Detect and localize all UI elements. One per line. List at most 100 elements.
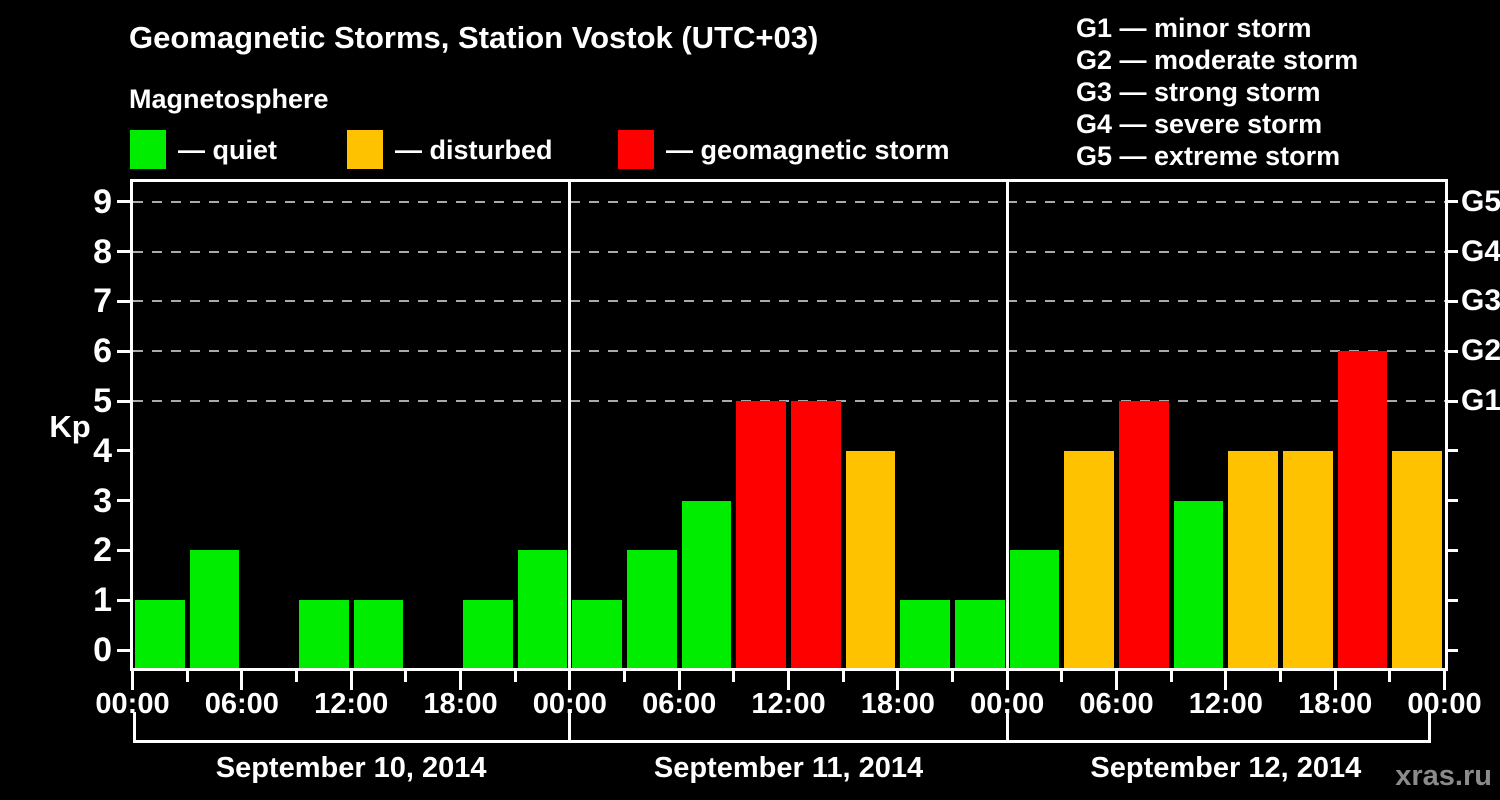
time-tick-label: 12:00: [751, 688, 826, 720]
disturbed-color-swatch: [347, 130, 383, 169]
y-tick-label: 7: [93, 282, 112, 321]
y-axis-tick: [117, 449, 132, 453]
date-bracket: [134, 740, 1430, 743]
legend-heading: Magnetosphere: [129, 84, 329, 114]
right-axis-tick: [1444, 449, 1458, 453]
y-tick-label: 9: [93, 182, 112, 221]
kp-bar: [1173, 500, 1224, 668]
kp-bar: [1064, 450, 1114, 668]
right-axis-tick: [1444, 299, 1458, 303]
right-axis-tick: [1444, 200, 1458, 204]
x-axis-minor-tick: [185, 671, 189, 682]
x-axis-major-tick: [240, 671, 244, 690]
y-tick-label: 4: [93, 431, 112, 470]
x-axis-major-tick: [1443, 671, 1446, 690]
y-axis-tick: [117, 598, 132, 602]
y-axis-tick: [117, 648, 132, 652]
kp-bar: [463, 600, 513, 668]
x-axis-major-tick: [131, 671, 134, 690]
x-axis-minor-tick: [841, 671, 845, 682]
x-axis-major-tick: [1333, 671, 1337, 690]
g-scale-legend: G1 — minor storm G2 — moderate storm G3 …: [1076, 12, 1358, 172]
x-axis-minor-tick: [1060, 671, 1064, 682]
kp-bar: [955, 600, 1005, 668]
right-axis-tick: [1444, 349, 1458, 353]
y-axis-tick: [117, 299, 132, 303]
time-tick-label: 12:00: [1188, 688, 1263, 720]
gridline-kp-9: [132, 200, 1445, 203]
x-axis-major-tick: [1115, 671, 1118, 690]
kp-bar: [1283, 450, 1333, 668]
quiet-legend-label: — quiet: [178, 135, 277, 165]
g-scale-legend-line: G5 — extreme storm: [1076, 141, 1341, 171]
kp-bar: [736, 401, 786, 668]
y-axis-tick: [117, 399, 132, 403]
day-divider: [1005, 182, 1009, 668]
chart-title: Geomagnetic Storms, Station Vostok (UTC+…: [129, 20, 819, 55]
y-axis-tick: [117, 499, 132, 503]
x-axis-major-tick: [677, 671, 681, 690]
x-axis-minor-tick: [951, 671, 954, 682]
kp-bar: [1009, 550, 1060, 668]
date-bracket-tick: [1005, 712, 1009, 743]
date-bracket-tick: [132, 712, 136, 743]
g-level-label: G5: [1461, 184, 1500, 218]
y-axis-tick: [117, 250, 132, 254]
y-tick-label: 0: [93, 631, 112, 669]
time-tick-label: 18:00: [860, 688, 935, 720]
right-axis-tick: [1444, 598, 1458, 602]
kp-bar: [353, 600, 404, 668]
kp-bar: [1228, 450, 1278, 668]
y-axis-label-kp: Kp: [49, 409, 91, 444]
gridline-kp-8: [132, 250, 1445, 253]
date-label: September 10, 2014: [215, 752, 487, 784]
date-label: September 12, 2014: [1090, 752, 1362, 784]
plot-border: [129, 179, 1448, 671]
x-axis-major-tick: [896, 671, 900, 690]
x-axis-major-tick: [459, 671, 462, 690]
y-tick-label: 8: [93, 232, 112, 271]
time-tick-label: 00:00: [1407, 688, 1482, 720]
y-axis-tick: [117, 548, 132, 552]
kp-bar: [1337, 351, 1388, 668]
kp-bar: [299, 600, 349, 668]
y-tick-label: 3: [93, 481, 112, 520]
x-axis-minor-tick: [1388, 671, 1392, 682]
g-scale-legend-line: G1 — minor storm: [1076, 13, 1312, 43]
gridline-kp-5: [132, 400, 1445, 402]
date-bracket-tick: [568, 712, 572, 743]
date-bracket-tick: [1428, 712, 1431, 743]
time-tick-label: 18:00: [423, 688, 498, 720]
y-axis-tick: [117, 200, 132, 204]
g-scale-legend-line: G4 — severe storm: [1076, 109, 1323, 139]
kp-bar: [189, 550, 240, 668]
y-tick-label: 2: [93, 531, 112, 570]
y-tick-label: 1: [93, 581, 112, 620]
g-scale-legend-line: G3 — strong storm: [1076, 77, 1321, 107]
right-axis-tick: [1444, 648, 1458, 652]
date-label: September 11, 2014: [653, 752, 924, 784]
kp-bar: [135, 600, 185, 668]
g-level-label: G1: [1461, 384, 1500, 417]
gridline-kp-6: [132, 350, 1445, 353]
kp-bar: [845, 450, 896, 668]
x-axis-minor-tick: [295, 671, 298, 682]
time-tick-label: 18:00: [1298, 688, 1373, 720]
kp-bar: [517, 550, 568, 668]
gridline-kp-7: [132, 300, 1445, 303]
x-axis-minor-tick: [404, 671, 408, 682]
kp-bar: [572, 600, 622, 668]
kp-bar: [627, 550, 677, 668]
right-axis-tick: [1444, 548, 1458, 552]
right-axis-tick: [1444, 399, 1458, 403]
storm-color-swatch: [618, 130, 654, 169]
y-axis-tick: [117, 349, 132, 353]
quiet-color-swatch: [130, 130, 166, 169]
time-tick-label: 12:00: [314, 688, 389, 720]
g-scale-legend-line: G2 — moderate storm: [1076, 45, 1359, 75]
time-tick-label: 00:00: [95, 688, 170, 720]
day-divider: [568, 182, 572, 668]
g-level-label: G3: [1461, 284, 1500, 318]
g-level-label: G2: [1461, 334, 1500, 368]
